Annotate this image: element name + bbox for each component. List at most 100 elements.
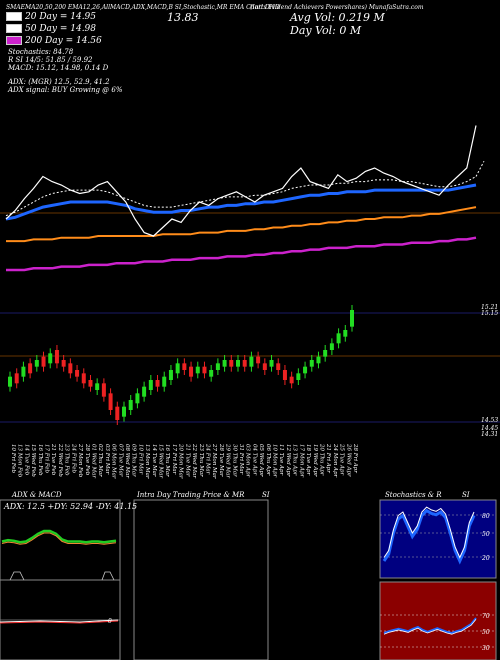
candle-body [8, 376, 12, 387]
date-tick-label: 28 Tue Mar [218, 443, 224, 477]
candle-body [34, 360, 39, 367]
candle-body [269, 360, 274, 367]
candle-body [336, 333, 341, 344]
candle-body [289, 376, 294, 384]
date-tick-label: 13 Thu Apr [292, 444, 298, 476]
date-tick-label: 30 Thu Mar [231, 444, 237, 477]
stochastics-line: Stochastics: 84.78 [8, 48, 74, 56]
candle-body [41, 356, 46, 367]
stoch-white-line [383, 506, 475, 559]
candle-body [242, 360, 247, 367]
price-axis-low2: 14.45 [481, 425, 499, 432]
price-axis-top: 15.21 [481, 304, 499, 311]
candle-body [262, 363, 267, 370]
date-tick-label: 23 Thu Mar [198, 443, 204, 477]
si-label-70: 70 [482, 613, 490, 620]
candle-body [148, 380, 153, 390]
candle-body [189, 366, 194, 377]
date-tick-label: 11 Tue Apr [278, 444, 284, 475]
stoch-panel-bg [379, 499, 497, 579]
date-tick-label: 20 Thu Apr [318, 443, 324, 476]
candle-body [249, 356, 254, 367]
date-tick-label: 01 Wed Mar [90, 444, 96, 478]
candle-body [122, 406, 126, 417]
avg-vol: Avg Vol: 0.219 M [290, 11, 385, 24]
date-tick-label: 22 Wed Mar [191, 443, 197, 478]
date-tick-label: 06 Mon Mar [111, 444, 117, 479]
candle-body [316, 356, 321, 364]
adx-panel-title: ADX & MACD [12, 491, 62, 499]
adx-hump-left [9, 571, 25, 581]
macd-zero-label: 0 [108, 618, 112, 625]
candle-body [14, 373, 19, 384]
macd-line [0, 619, 119, 623]
legend-label: 50 Day = 14.98 [25, 24, 97, 34]
candle-body [101, 383, 106, 397]
candle-body [303, 366, 308, 374]
candle-body [128, 400, 133, 410]
si-blue-line [383, 617, 477, 635]
adx-signal: ADX signal: BUY Growing @ 6% [8, 86, 123, 94]
legend-label: 200 Day = 14.56 [25, 36, 102, 46]
date-tick-label: 17 Fri Feb [44, 444, 50, 473]
legend-200day: 200 Day = 14.56 [6, 36, 102, 46]
stoch-label-50: 50 [482, 531, 490, 538]
candle-body [202, 366, 207, 374]
date-tick-label: 27 Mon Feb [77, 443, 83, 478]
intra-panel-title: Intra Day Trading Price & MR [137, 491, 245, 499]
series-blue-ma [5, 183, 477, 221]
stoch-panel-si: SI [462, 491, 470, 499]
adx-line: ADX: (MGR) 12.5, 52.9, 41.2 [8, 78, 110, 86]
candle-body [95, 383, 100, 390]
date-tick-label: 12 Wed Apr [285, 444, 291, 477]
adx-panel-values: ADX: 12.5 +DY: 52.94 -DY: 41.15 [4, 502, 138, 511]
date-tick-label: 24 Fri Feb [70, 443, 76, 473]
intra-panel-frame [133, 499, 269, 660]
stoch-panel-title: Stochastics & R [385, 491, 442, 499]
candle-body [343, 330, 348, 337]
series-50day-dotted [5, 176, 477, 217]
candle-body [222, 360, 227, 367]
date-tick-label: 28 Fri Apr [352, 443, 358, 473]
candle-body [296, 373, 301, 380]
legend-20day: 20 Day = 14.95 [6, 12, 96, 22]
candle-body [323, 350, 328, 357]
date-tick-label: 26 Wed Apr [345, 443, 351, 477]
stoch-blue-line [382, 508, 476, 565]
candle-body [21, 366, 26, 377]
date-tick-label: 13 Mon Feb [17, 444, 23, 478]
price-axis-low3: 14.31 [481, 431, 499, 438]
candle-body [175, 363, 180, 374]
adx-green-line [1, 529, 117, 544]
candle-body [168, 370, 173, 380]
price-axis-top2: 15.15 [481, 310, 499, 317]
candle-body [48, 353, 53, 364]
date-tick-label: 17 Mon Apr [298, 444, 304, 477]
legend-swatch-white [6, 12, 22, 21]
date-tick-label: 07 Tue Mar [117, 444, 123, 477]
date-tick-label: 21 Tue Feb [50, 443, 56, 476]
date-tick-label: 10 Fri Mar [137, 444, 143, 475]
date-tick-label: 02 Thu Mar [97, 444, 103, 477]
candle-body [108, 393, 113, 410]
date-tick-label: 20 Mon Mar [178, 443, 184, 479]
date-tick-label: 21 Tue Mar [184, 443, 190, 477]
date-tick-label: 03 Fri Mar [104, 444, 110, 475]
si-white-line [383, 618, 477, 635]
date-tick-label: 10 Fri Feb [10, 444, 16, 473]
date-tick-label: 08 Wed Mar [124, 444, 130, 478]
date-tick-label: 24 Fri Mar [204, 443, 210, 475]
date-tick-label: 23 Thu Feb [64, 443, 70, 476]
date-tick-label: 29 Wed Mar [225, 443, 231, 478]
adx-hump-right [101, 571, 115, 581]
intra-panel-si: SI [262, 491, 270, 499]
date-tick-label: 22 Wed Feb [57, 443, 63, 477]
series-orange-ma [6, 206, 477, 243]
date-tick-label: 18 Tue Apr [305, 444, 311, 475]
candle-body [350, 310, 354, 327]
candle-body [209, 370, 214, 377]
si-label-30: 30 [482, 645, 490, 652]
candle-body [256, 356, 261, 364]
macd-line: MACD: 15.12, 14.98, 0.14 D [8, 64, 109, 72]
